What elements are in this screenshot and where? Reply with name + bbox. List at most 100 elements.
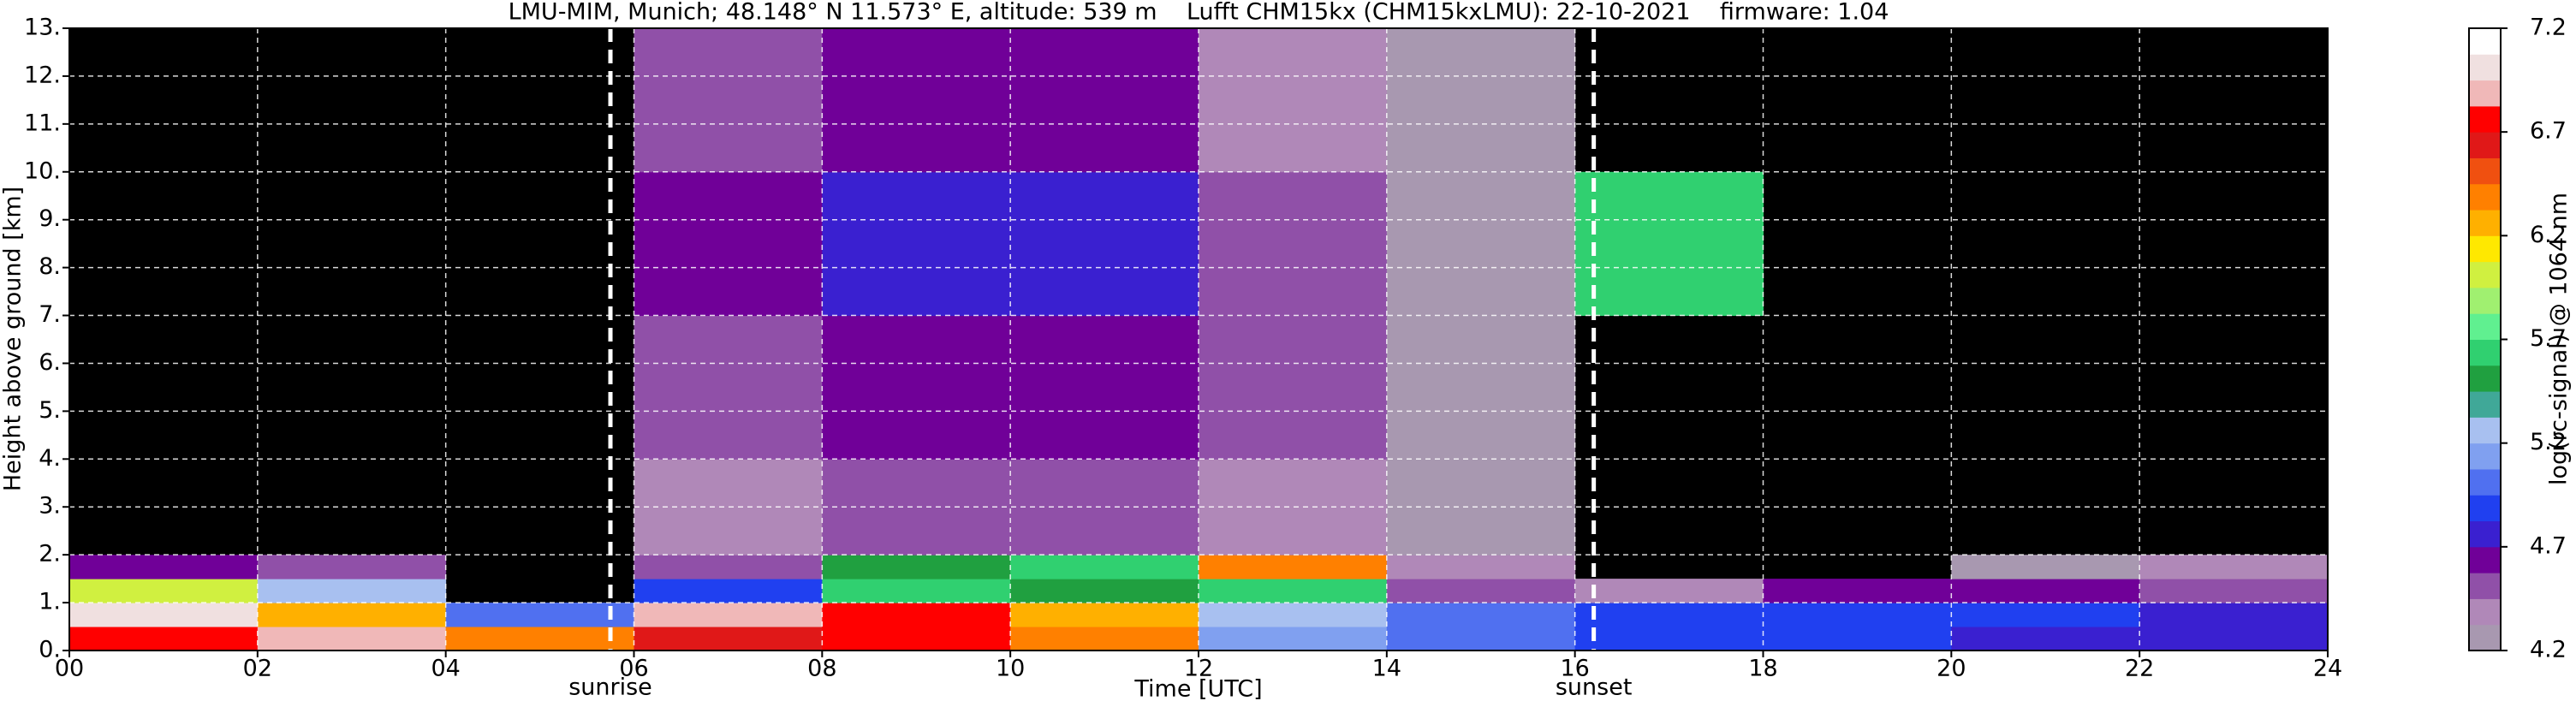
colorbar-tick-label: 7.2 xyxy=(2530,15,2567,41)
y-tick-label: 0. xyxy=(39,637,61,663)
colorbar-segment xyxy=(2469,287,2501,314)
heatmap-cell xyxy=(1386,459,1576,556)
heatmap-cell xyxy=(1951,579,2140,603)
x-tick-label: 16 xyxy=(1560,656,1589,682)
colorbar-tick-label: 5.2 xyxy=(2530,429,2567,455)
colorbar-segment xyxy=(2469,313,2501,340)
heatmap-cell xyxy=(1010,315,1199,460)
y-tick-label: 3. xyxy=(39,493,61,520)
heatmap-cell xyxy=(1763,579,1952,603)
heatmap-cell xyxy=(69,555,259,579)
colorbar-segment xyxy=(2469,235,2501,263)
heatmap-cell xyxy=(1010,171,1199,317)
heatmap-cell xyxy=(1763,627,1952,651)
heatmap-cell xyxy=(822,579,1011,603)
heatmap-cell xyxy=(822,315,1011,460)
colorbar-segment xyxy=(2469,365,2501,392)
heatmap-cell xyxy=(1574,171,1764,317)
heatmap-cell xyxy=(69,603,259,627)
heatmap-cell xyxy=(822,459,1011,556)
colorbar-segment xyxy=(2469,339,2501,366)
heatmap-cell xyxy=(634,627,823,651)
heatmap-cell xyxy=(1386,28,1576,173)
colorbar-tick-label: 4.2 xyxy=(2530,637,2567,663)
x-tick-label: 20 xyxy=(1936,656,1966,682)
x-tick-label: 10 xyxy=(996,656,1025,682)
heatmap-cell xyxy=(634,579,823,603)
annotation-label: sunset xyxy=(1556,674,1633,701)
heatmap-cell xyxy=(1010,579,1199,603)
x-tick-label: 14 xyxy=(1372,656,1401,682)
heatmap-cell xyxy=(257,555,447,579)
y-tick-label: 11. xyxy=(24,110,61,136)
heatmap-cell xyxy=(1199,28,1388,173)
colorbar-segment xyxy=(2469,80,2501,107)
colorbar-segment xyxy=(2469,28,2501,55)
colorbar-segment xyxy=(2469,495,2501,522)
colorbar-segment xyxy=(2469,417,2501,444)
heatmap-cell xyxy=(2139,603,2329,627)
heatmap-cell xyxy=(1951,603,2140,627)
colorbar-tick-label: 4.7 xyxy=(2530,532,2567,559)
y-tick-label: 1. xyxy=(39,589,61,615)
heatmap-cell xyxy=(257,579,447,603)
heatmap-cell xyxy=(1951,627,2140,651)
heatmap-cell xyxy=(1199,555,1388,579)
heatmap-cell xyxy=(1386,603,1576,627)
heatmap-cell xyxy=(445,627,634,651)
heatmap-cell xyxy=(634,555,823,579)
heatmap-cell xyxy=(1199,171,1388,317)
colorbar-segment xyxy=(2469,468,2501,496)
heatmap-cell xyxy=(822,603,1011,627)
heatmap-cell xyxy=(1010,28,1199,173)
y-tick-label: 8. xyxy=(39,253,61,280)
x-tick-label: 12 xyxy=(1184,656,1213,682)
heatmap-cell xyxy=(1386,627,1576,651)
heatmap-cell xyxy=(1010,459,1199,556)
heatmap-cell xyxy=(1386,171,1576,317)
chart-title: LMU-MIM, Munich; 48.148° N 11.573° E, al… xyxy=(509,0,1889,26)
heatmap-cell xyxy=(445,603,634,627)
x-tick-label: 06 xyxy=(619,656,648,682)
y-tick-label: 7. xyxy=(39,301,61,328)
heatmap-cell xyxy=(1386,555,1576,579)
heatmap-cell xyxy=(822,171,1011,317)
x-tick-label: 24 xyxy=(2313,656,2342,682)
heatmap-cell xyxy=(2139,627,2329,651)
y-tick-label: 10. xyxy=(24,157,61,184)
colorbar-segment xyxy=(2469,132,2501,158)
heatmap-cell xyxy=(1199,579,1388,603)
x-tick-label: 04 xyxy=(431,656,460,682)
heatmap-cell xyxy=(822,627,1011,651)
heatmap-cell xyxy=(1010,555,1199,579)
heatmap-cell xyxy=(1574,627,1764,651)
heatmap-cell xyxy=(1951,555,2140,579)
y-tick-label: 9. xyxy=(39,205,61,232)
colorbar-segment xyxy=(2469,54,2501,81)
x-axis-label: Time [UTC] xyxy=(1133,676,1262,703)
heatmap-cell xyxy=(1574,603,1764,627)
colorbar-segment xyxy=(2469,624,2501,651)
heatmap-cell xyxy=(2139,579,2329,603)
y-tick-label: 12. xyxy=(24,62,61,88)
colorbar-segment xyxy=(2469,183,2501,211)
y-tick-label: 2. xyxy=(39,541,61,567)
heatmap-cell xyxy=(69,627,259,651)
heatmap-cell xyxy=(257,603,447,627)
heatmap-cell xyxy=(1763,603,1952,627)
colorbar-segment xyxy=(2469,573,2501,599)
annotation-label: sunrise xyxy=(568,674,652,701)
colorbar-segment xyxy=(2469,105,2501,133)
x-tick-label: 02 xyxy=(243,656,272,682)
heatmap-cell xyxy=(1199,459,1388,556)
colorbar-tick-label: 6.2 xyxy=(2530,222,2567,248)
heatmap-cell xyxy=(1386,579,1576,603)
heatmap-cell xyxy=(634,459,823,556)
x-tick-label: 00 xyxy=(55,656,84,682)
colorbar-label: log(rc-signal) @ 1064 nm xyxy=(2546,193,2573,485)
y-tick-label: 6. xyxy=(39,349,61,376)
y-tick-label: 4. xyxy=(39,445,61,472)
heatmap-cell xyxy=(634,603,823,627)
